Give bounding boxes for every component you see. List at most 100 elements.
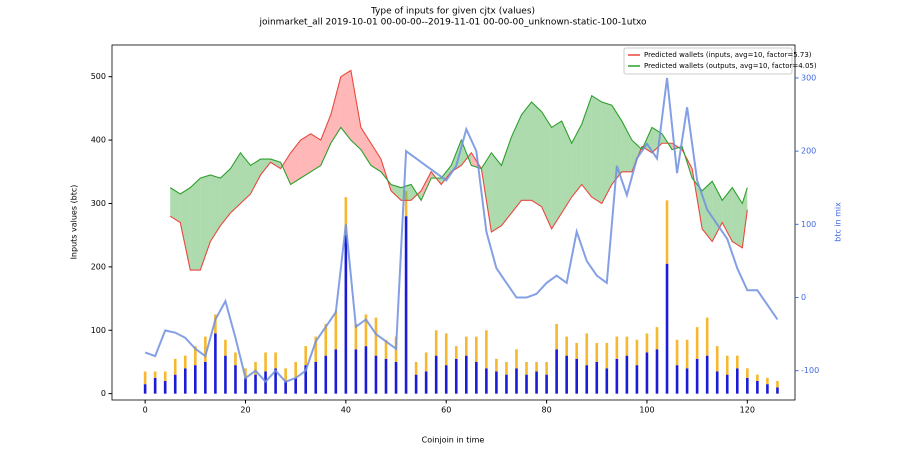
fill-between: [310, 133, 321, 172]
legend-label: Predicted wallets (outputs, avg=10, fact…: [644, 62, 817, 70]
bar-segment: [354, 323, 358, 350]
y-tick-label: 400: [91, 136, 106, 145]
bar-segment: [224, 355, 227, 394]
bar-segment: [444, 365, 448, 394]
bar-segment: [304, 346, 308, 366]
bar-segment: [585, 333, 589, 366]
bar-segment: [475, 336, 478, 362]
fill-between: [330, 76, 341, 144]
fill-between: [421, 171, 432, 201]
bar-segment: [324, 323, 328, 356]
bar-segment: [274, 352, 277, 369]
bar-segment: [244, 377, 247, 394]
y-tick-label: 500: [91, 72, 106, 81]
bar-segment: [153, 371, 157, 378]
fill-between: [200, 174, 211, 271]
bar-segment: [304, 365, 308, 394]
fill-between: [250, 159, 261, 194]
bar-segment: [756, 380, 759, 394]
bar-segment: [675, 339, 679, 366]
fill-between: [732, 187, 743, 248]
bar-segment: [495, 358, 498, 372]
bar-segment: [605, 342, 609, 369]
bar-segment: [254, 361, 257, 375]
bar-segment: [143, 371, 147, 385]
bar-segment: [535, 371, 538, 394]
bar-segment: [374, 317, 378, 356]
fill-between: [481, 152, 492, 233]
bar-segment: [525, 374, 528, 394]
bar-segment: [555, 323, 558, 350]
bar-segment: [224, 339, 227, 356]
bar-segment: [655, 327, 659, 350]
chart-subtitle: joinmarket_all 2019-10-01 00-00-00--2019…: [258, 18, 647, 28]
fill-between: [280, 152, 291, 185]
bar-segment: [515, 349, 518, 369]
x-tick-label: 40: [341, 406, 351, 415]
fill-between: [290, 140, 301, 185]
fill-between: [320, 114, 331, 166]
y2-axis-label: btc in mix: [834, 202, 843, 242]
bar-segment: [695, 358, 699, 394]
bar-segment: [645, 352, 649, 394]
x-tick-label: 120: [740, 406, 755, 415]
y-tick-label: 200: [91, 262, 106, 271]
bar-segment: [454, 346, 458, 359]
y2-tick-label: 200: [801, 147, 816, 156]
bar-segment: [444, 333, 448, 366]
bar-segment: [274, 368, 277, 394]
bar-segment: [735, 355, 739, 369]
legend-label: Predicted wallets (inputs, avg=10, facto…: [644, 51, 812, 59]
bar-segment: [173, 358, 177, 375]
bar-segment: [214, 314, 217, 334]
fill-between: [581, 95, 592, 198]
fill-between: [370, 143, 381, 172]
bar-segment: [695, 327, 699, 359]
bar-segment: [715, 371, 719, 394]
bar-segment: [615, 336, 619, 359]
bar-segment: [575, 342, 579, 359]
bar-segment: [404, 190, 408, 217]
bar-segment: [685, 368, 689, 394]
fill-between: [391, 184, 402, 201]
bar-segment: [705, 317, 709, 356]
bar-segment: [314, 336, 318, 362]
bar-segment: [204, 361, 207, 394]
bar-segment: [485, 330, 488, 369]
fill-between: [611, 105, 622, 185]
x-tick-label: 100: [639, 406, 654, 415]
fill-between: [300, 133, 311, 179]
bar-segment: [344, 197, 348, 236]
fill-between: [742, 187, 748, 248]
bar-segment: [234, 365, 237, 394]
bar-segment: [725, 374, 729, 394]
bar-segment: [414, 361, 418, 375]
bar-segment: [685, 339, 689, 369]
bar-segment: [545, 374, 548, 394]
fill-between: [491, 152, 502, 233]
bar-segment: [635, 365, 639, 394]
bar-segment: [284, 380, 287, 394]
bar-segment: [454, 358, 458, 394]
bar-segment: [143, 384, 147, 394]
fill-between: [220, 168, 231, 226]
bar-segment: [364, 314, 368, 347]
bar-segment: [384, 339, 388, 359]
x-tick-label: 60: [441, 406, 451, 415]
bar-segment: [334, 349, 338, 394]
bar-segment: [244, 368, 247, 378]
bar-segment: [625, 355, 629, 394]
bar-segment: [464, 355, 468, 394]
bar-segment: [414, 374, 418, 394]
bar-segment: [655, 349, 659, 394]
bar-segment: [735, 368, 739, 394]
bar-segment: [705, 355, 709, 394]
bar-segment: [294, 361, 297, 378]
fill-between: [240, 152, 251, 204]
fill-between: [340, 70, 351, 141]
fill-between: [722, 187, 733, 242]
bar-segment: [394, 361, 398, 394]
bar-segment: [183, 368, 187, 394]
fill-between: [551, 121, 562, 229]
y2-tick-label: 300: [801, 73, 816, 82]
